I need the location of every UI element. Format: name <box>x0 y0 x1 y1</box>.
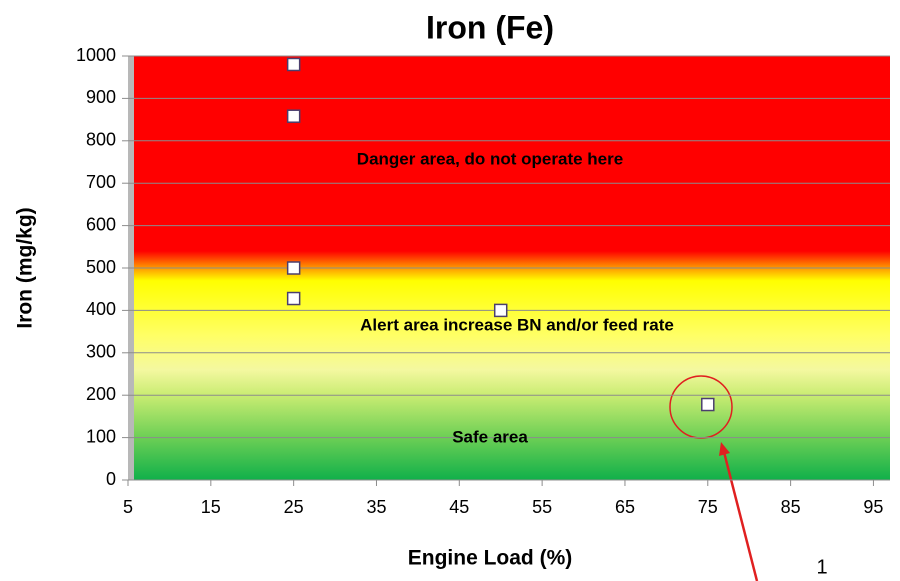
y-tick-label: 0 <box>106 469 116 489</box>
x-tick-label: 95 <box>863 497 883 517</box>
x-tick-label: 45 <box>449 497 469 517</box>
callout-label: 1 <box>816 556 827 578</box>
x-tick-label: 5 <box>123 497 133 517</box>
data-point <box>286 57 301 72</box>
x-tick-label: 15 <box>201 497 221 517</box>
y-tick-label: 400 <box>86 299 116 319</box>
zone-label: Safe area <box>452 427 528 446</box>
y-tick-label: 200 <box>86 384 116 404</box>
data-point <box>286 291 301 306</box>
y-tick-label: 300 <box>86 342 116 362</box>
data-point <box>286 261 301 275</box>
callout-arrow <box>722 451 759 581</box>
y-tick-label: 600 <box>86 214 116 234</box>
x-tick-label: 75 <box>698 497 718 517</box>
y-tick-label: 1000 <box>76 45 116 65</box>
x-tick-label: 65 <box>615 497 635 517</box>
x-tick-label: 35 <box>366 497 386 517</box>
x-tick-label: 85 <box>781 497 801 517</box>
data-point <box>286 109 301 123</box>
y-tick-label: 700 <box>86 172 116 192</box>
arrow-head <box>719 442 730 456</box>
chart-title: Iron (Fe) <box>426 9 554 45</box>
data-point <box>701 397 715 412</box>
y-tick-label: 800 <box>86 130 116 150</box>
zone-label: Alert area increase BN and/or feed rate <box>360 315 674 334</box>
data-point <box>493 303 508 318</box>
y-tick-label: 900 <box>86 87 116 107</box>
y-axis-label: Iron (mg/kg) <box>14 207 37 328</box>
x-tick-label: 55 <box>532 497 552 517</box>
y-tick-label: 100 <box>86 426 116 446</box>
x-axis-label: Engine Load (%) <box>408 547 573 570</box>
y-tick-label: 500 <box>86 257 116 277</box>
zone-label: Danger area, do not operate here <box>357 149 623 168</box>
x-tick-label: 25 <box>284 497 304 517</box>
